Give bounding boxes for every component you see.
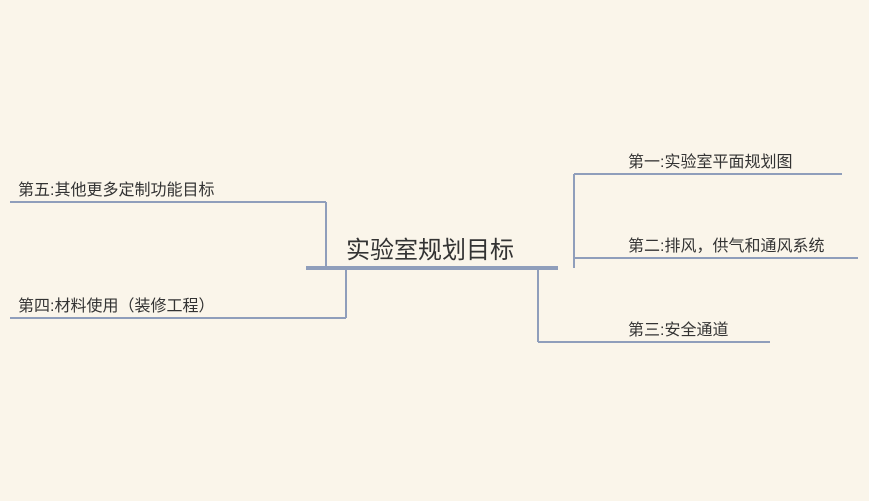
mindmap-branch-right-2: 第三:安全通道 — [628, 316, 728, 340]
mindmap-branch-right-1: 第二:排风，供气和通风系统 — [628, 232, 824, 256]
mindmap-center-label: 实验室规划目标 — [346, 230, 514, 265]
mindmap-branch-left-0: 第五:其他更多定制功能目标 — [18, 176, 214, 200]
mindmap-branch-left-1: 第四:材料使用（装修工程） — [18, 292, 214, 316]
mindmap-branch-right-0: 第一:实验室平面规划图 — [628, 148, 792, 172]
